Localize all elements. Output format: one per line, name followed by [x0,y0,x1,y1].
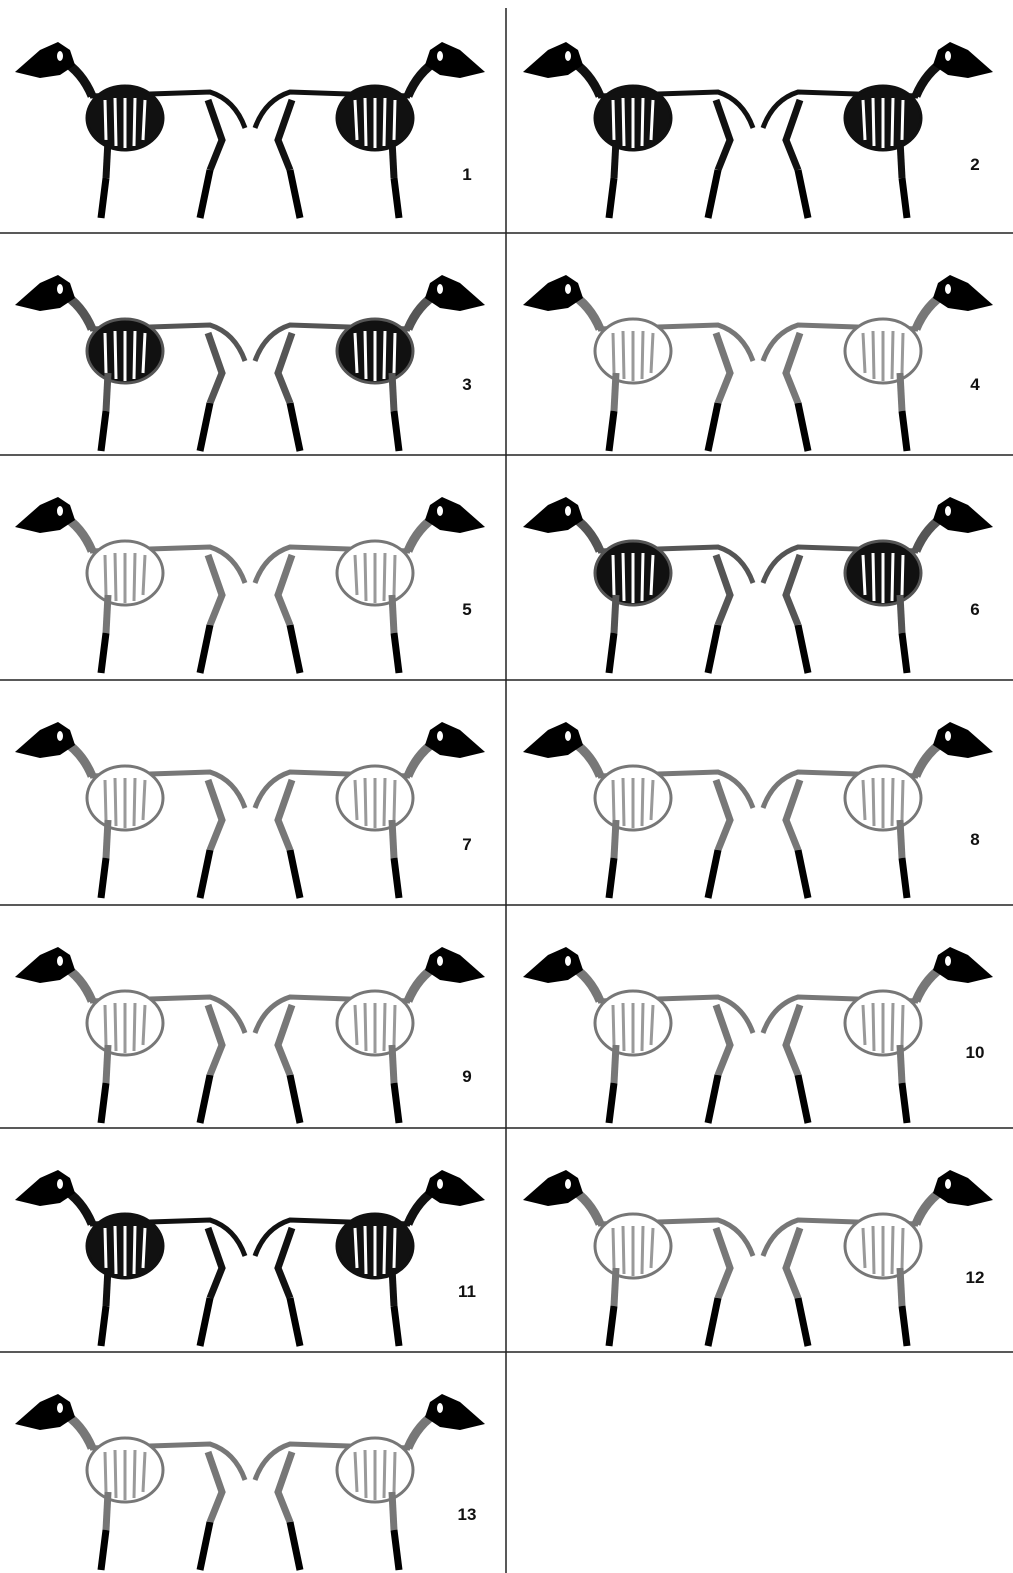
skeleton-left [523,497,753,673]
skeleton-right [255,722,485,898]
panel: 10 [523,947,993,1123]
skeleton-left [523,1170,753,1346]
panel-number: 9 [462,1067,471,1086]
skeleton-right [255,947,485,1123]
skeleton-left [15,1170,245,1346]
panel-number: 13 [458,1505,477,1524]
skeleton-right [763,1170,993,1346]
panel-number: 11 [458,1282,476,1301]
skeleton-right [255,1394,485,1570]
panel-number: 1 [462,165,471,184]
skeleton-left [523,947,753,1123]
panel: 5 [15,497,485,673]
panel-number: 2 [970,155,979,174]
row-dividers [0,232,1013,1353]
panel: 6 [523,497,993,673]
panel-number: 12 [966,1268,985,1287]
skeleton-right [255,1170,485,1346]
panel-number: 3 [462,375,471,394]
panel-number: 5 [462,600,471,619]
skeleton-left [15,947,245,1123]
skeleton-left [15,42,245,218]
skeleton-right [763,947,993,1123]
panel: 1 [15,42,485,218]
panel: 9 [15,947,485,1123]
skeleton-right [255,497,485,673]
panel-number: 10 [966,1043,985,1062]
skeleton-left [523,722,753,898]
skeleton-left [523,42,753,218]
skeleton-right [255,42,485,218]
panel: 11 [15,1170,485,1346]
panel: 3 [15,275,485,451]
panel: 7 [15,722,485,898]
skeleton-right [763,42,993,218]
skeleton-left [15,722,245,898]
skeleton-left [15,275,245,451]
skeleton-left [15,1394,245,1570]
panel-number: 7 [462,835,471,854]
skeleton-right [255,275,485,451]
panel: 8 [523,722,993,898]
skeleton-left [15,497,245,673]
skeleton-right [763,275,993,451]
panel-number: 8 [970,830,979,849]
panel-number: 6 [970,600,979,619]
panel-number: 4 [970,375,980,394]
skeleton-left [523,275,753,451]
panel: 2 [523,42,993,218]
skeleton-right [763,497,993,673]
panel: 13 [15,1394,485,1570]
panel: 4 [523,275,993,451]
panel: 12 [523,1170,993,1346]
skeleton-right [763,722,993,898]
